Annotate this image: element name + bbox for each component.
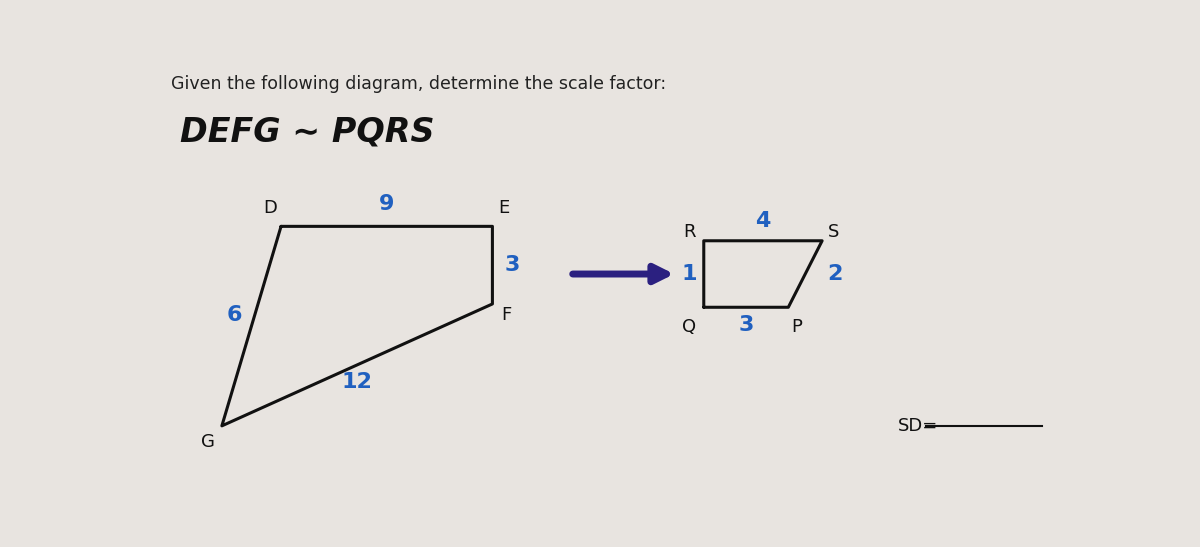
Text: R: R (683, 223, 696, 241)
Text: SD=: SD= (899, 417, 938, 435)
Text: DEFG ∼ PQRS: DEFG ∼ PQRS (180, 115, 434, 149)
Text: 1: 1 (682, 264, 697, 284)
Text: 9: 9 (379, 194, 395, 214)
Text: Given the following diagram, determine the scale factor:: Given the following diagram, determine t… (172, 74, 666, 92)
Text: S: S (828, 223, 839, 241)
Text: 12: 12 (342, 371, 372, 392)
Text: Q: Q (683, 318, 696, 336)
Text: 4: 4 (755, 211, 770, 231)
Text: 2: 2 (827, 264, 842, 284)
Text: E: E (498, 199, 509, 217)
Text: D: D (263, 199, 277, 217)
Text: P: P (791, 318, 803, 336)
Text: G: G (200, 433, 215, 451)
Text: 3: 3 (504, 255, 520, 275)
Text: F: F (502, 306, 512, 324)
Text: 6: 6 (227, 305, 242, 325)
Text: 3: 3 (738, 315, 754, 335)
